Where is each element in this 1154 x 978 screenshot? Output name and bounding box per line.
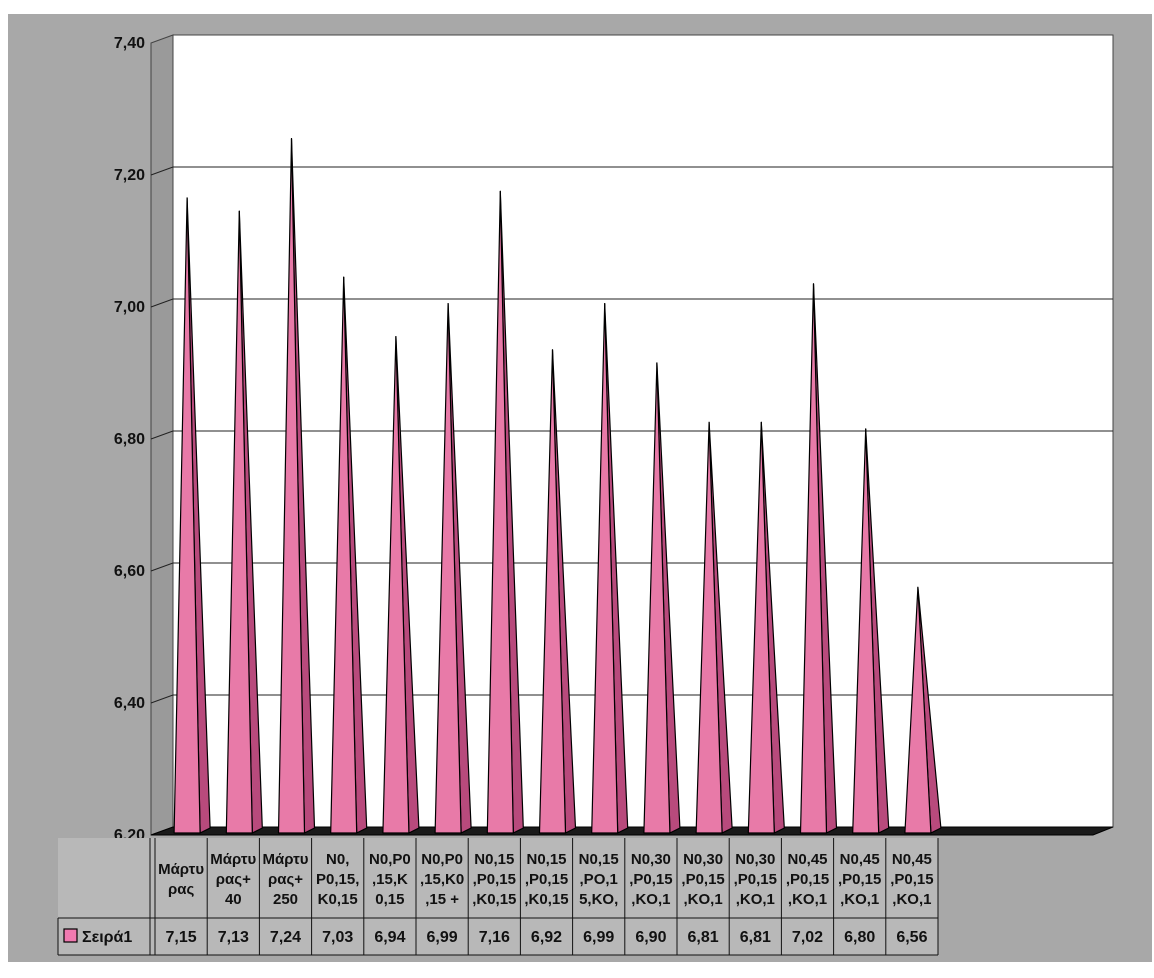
data-value-label: 6,81: [740, 929, 771, 946]
data-value-label: 6,92: [531, 929, 562, 946]
x-category-label: N0,45 ,P0,15 ,KO,1: [786, 851, 829, 908]
y-tick-label: 7,20: [114, 167, 145, 184]
data-value-label: 7,13: [218, 929, 249, 946]
pyramid-mark: [852, 428, 890, 834]
pyramid-mark: [277, 138, 316, 834]
data-value-label: 6,90: [635, 929, 666, 946]
pyramid-front-face: [591, 303, 619, 834]
pyramid-front-face: [173, 197, 201, 834]
x-category-label: N0,P0,15,K0,15 +: [420, 851, 464, 908]
pyramid-mark: [904, 586, 942, 834]
pyramid-front-face: [225, 210, 253, 834]
pyramid-front-face: [434, 303, 462, 834]
pyramid-front-face: [695, 421, 723, 834]
data-value-label: 6,99: [583, 929, 614, 946]
pyramid-mark: [434, 303, 472, 834]
pyramid-front-face: [486, 190, 514, 834]
x-category-label: Μάρτυ ρας+ 40: [210, 851, 256, 908]
pyramid-front-face: [904, 586, 932, 834]
pyramid-front-face: [643, 362, 671, 834]
data-value-label: 6,94: [374, 929, 405, 946]
y-tick-label: 7,00: [114, 299, 145, 316]
data-value-label: 7,16: [479, 929, 510, 946]
x-category-label: N0,15 ,PO,1 5,KO,: [579, 851, 619, 908]
pyramid-front-face: [277, 138, 306, 834]
x-category-label: N0,30 ,P0,15 ,KO,1: [681, 851, 724, 908]
pyramid-front-face: [538, 349, 567, 834]
pyramid-mark: [225, 210, 263, 834]
data-value-label: 7,24: [270, 929, 301, 946]
x-category-label: N0,45 ,P0,15 ,KO,1: [890, 851, 933, 908]
pyramid-mark: [538, 349, 577, 834]
data-value-label: 7,15: [166, 929, 197, 946]
pyramid-mark: [591, 303, 629, 834]
pyramid-mark: [382, 336, 420, 834]
gridline-side: [150, 166, 174, 176]
pyramid-front-face: [799, 283, 828, 834]
x-category-label: N0,P0,15,K0,15: [316, 851, 359, 908]
x-category-label: N0,15 ,P0,15 ,K0,15: [472, 851, 516, 908]
pyramid-mark: [799, 283, 838, 834]
pyramid-mark: [695, 421, 733, 834]
x-category-label: N0,45 ,P0,15 ,KO,1: [838, 851, 881, 908]
pyramid-mark: [173, 197, 211, 834]
data-value-label: 7,02: [792, 929, 823, 946]
data-value-label: 6,56: [896, 929, 927, 946]
data-value-label: 6,99: [427, 929, 458, 946]
x-category-label: N0,15 ,P0,15 ,K0,15: [524, 851, 568, 908]
gridline-side: [150, 694, 174, 704]
x-category-label: Μάρτυ ρας: [158, 861, 204, 898]
x-category-label: N0,30 ,P0,15 ,KO,1: [734, 851, 777, 908]
pyramid-front-face: [382, 336, 410, 834]
y-tick-label: 6,60: [114, 563, 145, 580]
pyramid-front-face: [330, 276, 358, 834]
pyramid-mark: [643, 362, 681, 834]
pyramid-front-face: [852, 428, 880, 834]
legend-series-name: Σειρά1: [82, 929, 132, 946]
data-table-background: [58, 838, 938, 955]
gridlines: [150, 166, 1113, 704]
x-category-label: N0,30 ,P0,15 ,KO,1: [629, 851, 672, 908]
pyramid-front-face: [747, 421, 775, 834]
y-tick-label: 7,40: [114, 35, 145, 52]
pyramid-mark: [747, 421, 785, 834]
legend-swatch: [63, 928, 78, 943]
pyramid-mark: [486, 190, 524, 834]
data-value-label: 7,03: [322, 929, 353, 946]
gridline-side: [150, 562, 174, 572]
series-pyramids: [173, 138, 942, 834]
gridline-side: [150, 298, 174, 308]
y-tick-label: 6,40: [114, 695, 145, 712]
y-tick-label: 6,80: [114, 431, 145, 448]
x-category-label: Μάρτυ ρας+ 250: [262, 851, 308, 908]
data-value-label: 6,80: [844, 929, 875, 946]
data-value-label: 6,81: [688, 929, 719, 946]
pyramid-mark: [330, 276, 368, 834]
gridline-side: [150, 430, 174, 440]
